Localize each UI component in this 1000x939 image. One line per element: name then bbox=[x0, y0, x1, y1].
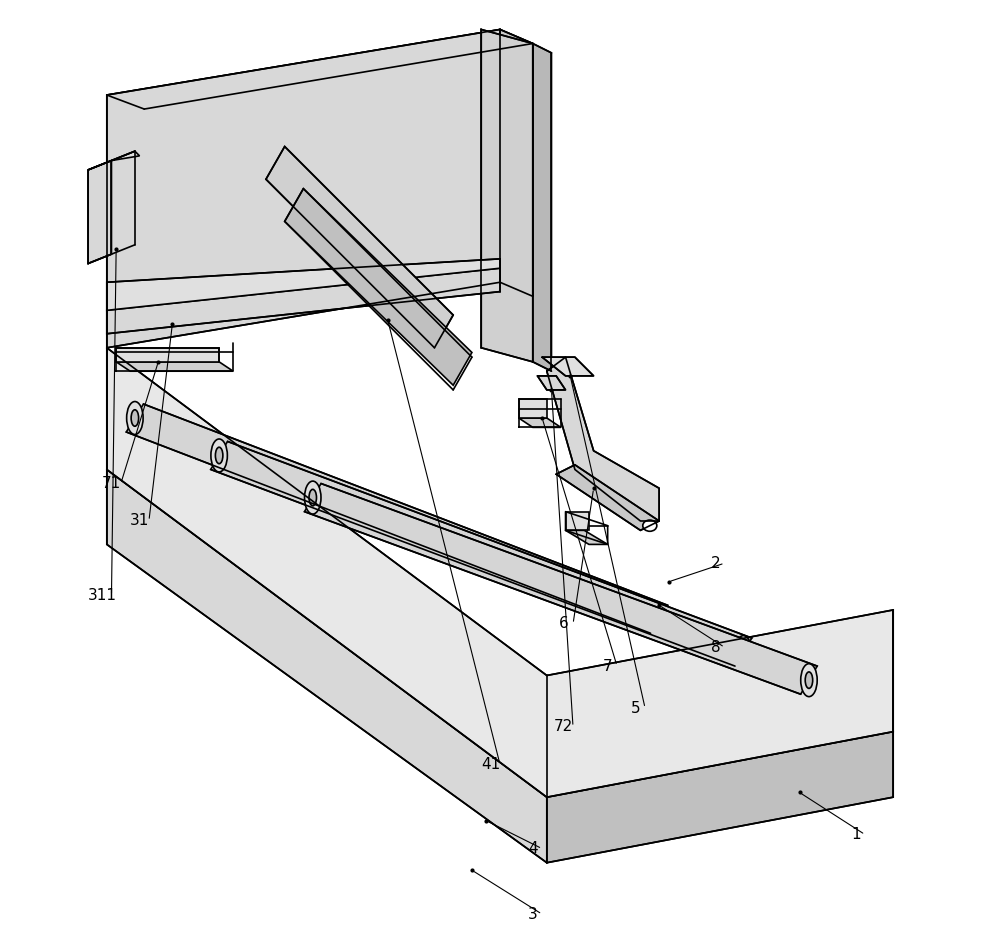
Ellipse shape bbox=[651, 603, 667, 636]
Polygon shape bbox=[304, 484, 817, 694]
Polygon shape bbox=[266, 146, 453, 347]
Text: 3: 3 bbox=[528, 907, 538, 922]
Polygon shape bbox=[107, 470, 547, 863]
Polygon shape bbox=[519, 418, 561, 427]
Polygon shape bbox=[88, 161, 111, 264]
Polygon shape bbox=[285, 189, 472, 385]
Polygon shape bbox=[500, 29, 533, 297]
Polygon shape bbox=[542, 357, 594, 376]
Polygon shape bbox=[566, 531, 608, 545]
Ellipse shape bbox=[305, 481, 321, 514]
Text: 31: 31 bbox=[130, 514, 149, 529]
Polygon shape bbox=[107, 259, 500, 311]
Text: 41: 41 bbox=[481, 757, 500, 772]
Polygon shape bbox=[537, 376, 566, 390]
Ellipse shape bbox=[740, 644, 747, 660]
Text: 72: 72 bbox=[554, 719, 573, 734]
Text: 5: 5 bbox=[631, 700, 641, 716]
Ellipse shape bbox=[131, 409, 139, 426]
Polygon shape bbox=[107, 347, 893, 797]
Polygon shape bbox=[556, 465, 659, 531]
Ellipse shape bbox=[309, 489, 317, 506]
Text: 6: 6 bbox=[559, 617, 569, 631]
Polygon shape bbox=[547, 731, 893, 863]
Polygon shape bbox=[116, 362, 233, 371]
Text: 7: 7 bbox=[603, 658, 612, 673]
Polygon shape bbox=[481, 29, 533, 362]
Text: 1: 1 bbox=[851, 827, 861, 842]
Polygon shape bbox=[547, 357, 659, 521]
Polygon shape bbox=[107, 29, 500, 347]
Text: 2: 2 bbox=[711, 556, 720, 571]
Ellipse shape bbox=[801, 664, 817, 697]
Ellipse shape bbox=[805, 672, 813, 688]
Polygon shape bbox=[519, 399, 547, 418]
Text: 4: 4 bbox=[528, 841, 538, 856]
Ellipse shape bbox=[655, 611, 663, 627]
Polygon shape bbox=[107, 29, 533, 109]
Polygon shape bbox=[533, 43, 551, 371]
Polygon shape bbox=[107, 269, 500, 333]
Polygon shape bbox=[88, 151, 140, 170]
Ellipse shape bbox=[735, 636, 752, 669]
Polygon shape bbox=[566, 512, 589, 531]
Text: 311: 311 bbox=[88, 589, 117, 604]
Text: 8: 8 bbox=[711, 639, 720, 654]
Text: 71: 71 bbox=[102, 476, 121, 491]
Ellipse shape bbox=[643, 520, 657, 531]
Polygon shape bbox=[116, 347, 219, 362]
Polygon shape bbox=[211, 441, 752, 666]
Ellipse shape bbox=[215, 447, 223, 464]
Polygon shape bbox=[126, 404, 668, 633]
Ellipse shape bbox=[211, 439, 227, 472]
Ellipse shape bbox=[127, 402, 143, 435]
